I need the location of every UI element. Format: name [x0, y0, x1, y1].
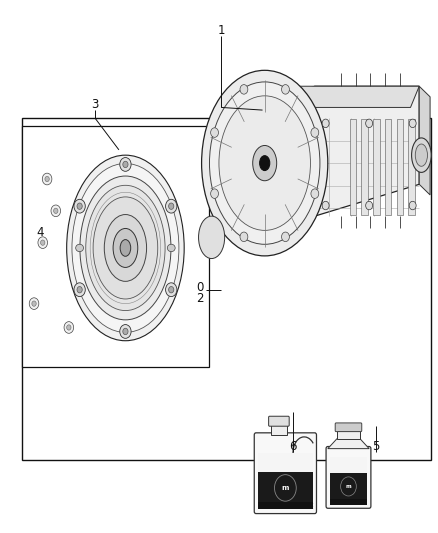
- Circle shape: [32, 301, 36, 306]
- Bar: [329, 473, 367, 499]
- Ellipse shape: [167, 244, 175, 252]
- Circle shape: [366, 201, 373, 210]
- Circle shape: [235, 119, 242, 127]
- Text: 6: 6: [289, 440, 297, 453]
- Bar: [337, 431, 360, 439]
- Ellipse shape: [415, 144, 427, 166]
- Circle shape: [29, 298, 39, 310]
- Ellipse shape: [93, 197, 158, 299]
- Ellipse shape: [253, 146, 277, 181]
- Ellipse shape: [74, 283, 85, 296]
- Polygon shape: [328, 439, 369, 449]
- Ellipse shape: [260, 156, 270, 171]
- Bar: [329, 499, 367, 505]
- Circle shape: [240, 232, 248, 241]
- Bar: [258, 453, 313, 472]
- Text: 0: 0: [196, 281, 204, 294]
- Bar: [271, 425, 287, 435]
- Ellipse shape: [198, 216, 225, 259]
- Circle shape: [282, 232, 290, 241]
- Ellipse shape: [120, 240, 131, 256]
- Text: 4: 4: [37, 225, 44, 239]
- Circle shape: [275, 475, 296, 501]
- Ellipse shape: [169, 287, 174, 293]
- Circle shape: [409, 119, 416, 127]
- Bar: [350, 119, 356, 215]
- Bar: [329, 457, 367, 473]
- Ellipse shape: [72, 164, 179, 333]
- Circle shape: [366, 119, 373, 127]
- Circle shape: [51, 205, 60, 216]
- Polygon shape: [234, 86, 419, 216]
- Circle shape: [211, 189, 219, 198]
- Circle shape: [211, 128, 219, 138]
- Ellipse shape: [166, 283, 177, 296]
- Bar: [22, 126, 209, 367]
- Text: 2: 2: [196, 292, 204, 305]
- Ellipse shape: [120, 325, 131, 338]
- Ellipse shape: [76, 244, 84, 252]
- Ellipse shape: [412, 138, 431, 172]
- Text: m: m: [282, 485, 289, 491]
- Bar: [373, 119, 380, 215]
- Circle shape: [409, 201, 416, 210]
- FancyBboxPatch shape: [335, 423, 362, 432]
- Circle shape: [311, 128, 319, 138]
- Circle shape: [67, 325, 71, 330]
- Circle shape: [38, 237, 47, 248]
- Ellipse shape: [201, 70, 328, 256]
- Circle shape: [311, 189, 319, 198]
- Ellipse shape: [74, 199, 85, 213]
- FancyBboxPatch shape: [254, 433, 317, 514]
- Bar: [258, 472, 313, 504]
- Circle shape: [42, 173, 52, 185]
- Bar: [22, 118, 431, 460]
- Bar: [361, 119, 368, 215]
- Ellipse shape: [113, 229, 138, 268]
- Circle shape: [322, 201, 329, 210]
- Circle shape: [53, 208, 58, 214]
- Ellipse shape: [123, 328, 128, 335]
- Text: 3: 3: [91, 98, 99, 111]
- Polygon shape: [419, 86, 430, 195]
- Ellipse shape: [169, 203, 174, 209]
- Bar: [408, 119, 415, 215]
- FancyBboxPatch shape: [268, 416, 289, 426]
- Text: 5: 5: [372, 440, 379, 453]
- Circle shape: [41, 240, 45, 245]
- Ellipse shape: [104, 215, 147, 281]
- Ellipse shape: [166, 199, 177, 213]
- Ellipse shape: [67, 155, 184, 341]
- Ellipse shape: [219, 96, 311, 230]
- Circle shape: [322, 119, 329, 127]
- Circle shape: [341, 477, 356, 496]
- Ellipse shape: [77, 203, 82, 209]
- Bar: [258, 503, 313, 510]
- Ellipse shape: [123, 161, 128, 167]
- Circle shape: [64, 321, 74, 333]
- Polygon shape: [234, 86, 419, 118]
- Circle shape: [235, 201, 242, 210]
- Bar: [385, 119, 391, 215]
- Text: 1: 1: [217, 24, 225, 37]
- Ellipse shape: [120, 158, 131, 171]
- Ellipse shape: [80, 176, 171, 320]
- Circle shape: [45, 176, 49, 182]
- Ellipse shape: [209, 82, 320, 244]
- Circle shape: [240, 85, 248, 94]
- Ellipse shape: [86, 185, 165, 311]
- FancyBboxPatch shape: [326, 447, 371, 508]
- Text: m: m: [346, 484, 351, 489]
- Ellipse shape: [77, 287, 82, 293]
- Bar: [396, 119, 403, 215]
- Circle shape: [282, 85, 290, 94]
